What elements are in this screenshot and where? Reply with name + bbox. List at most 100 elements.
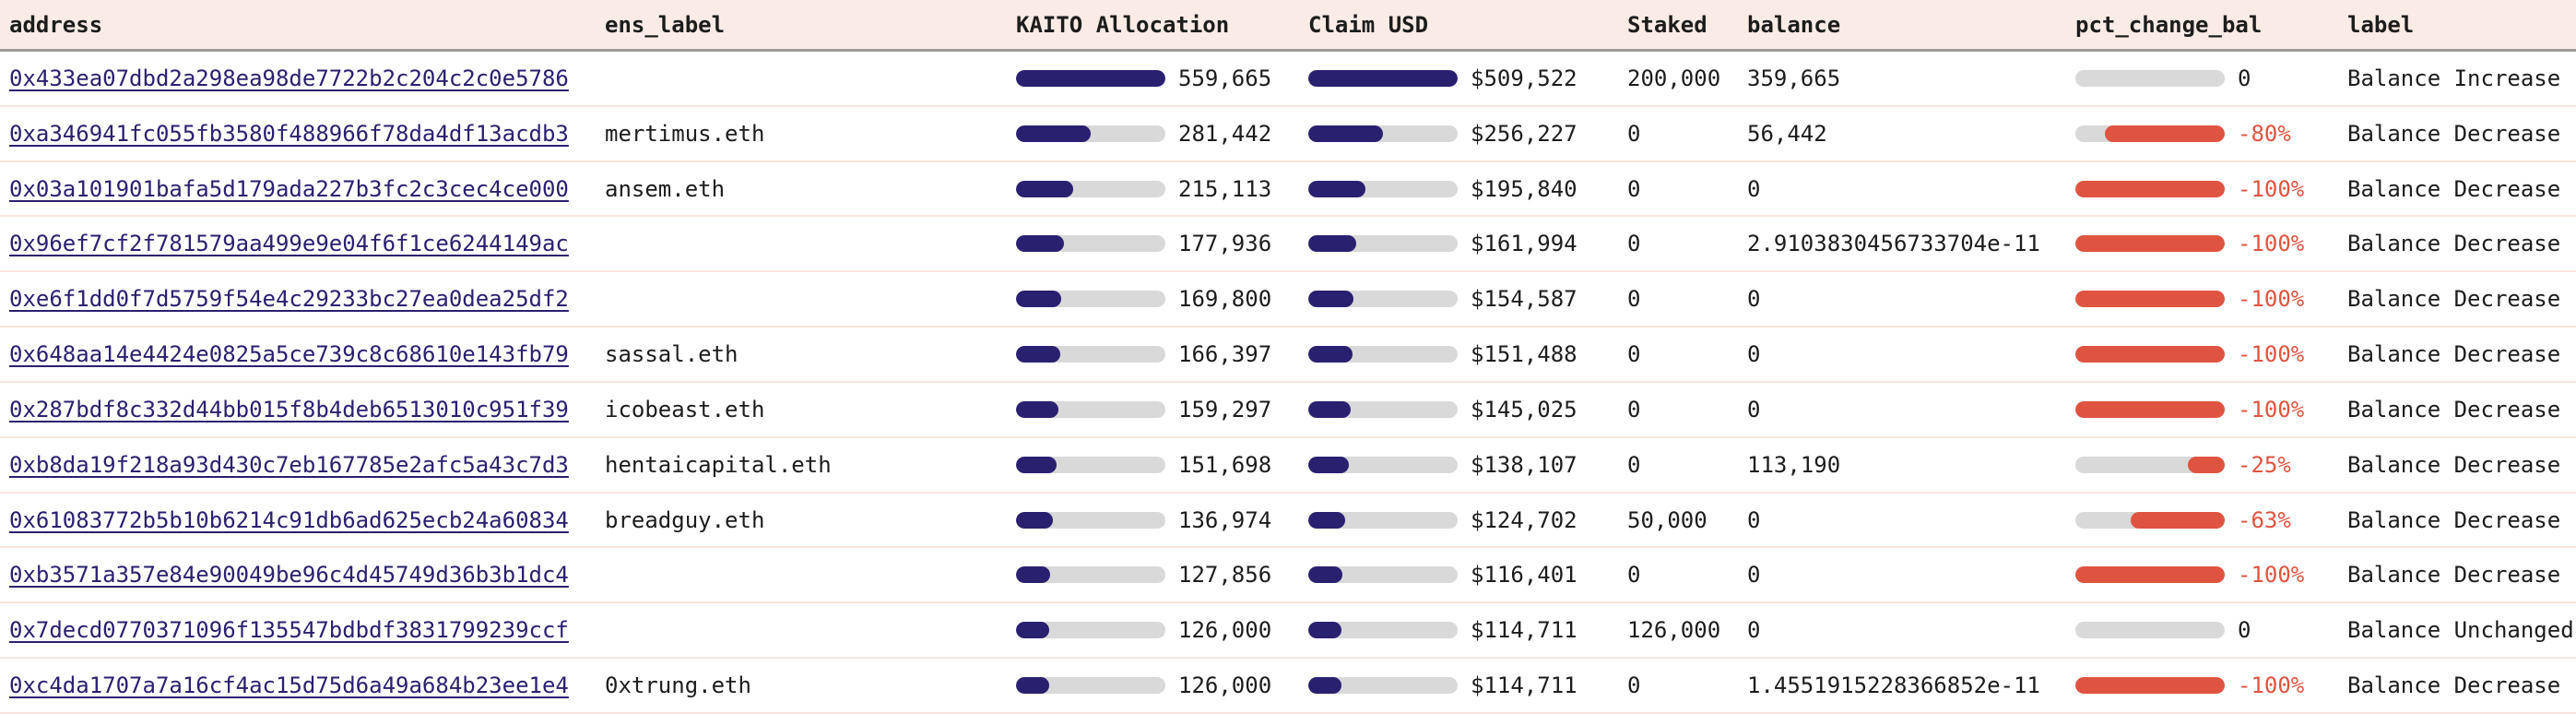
balance-value: 2.9103830456733704e-11 <box>1747 231 2040 257</box>
claim-usd-value: $124,702 <box>1471 506 1578 533</box>
row-label: Balance Unchanged <box>2347 617 2574 644</box>
claim-usd-bar <box>1308 69 1458 87</box>
kaito-allocation-fill <box>1016 125 1092 142</box>
pct-change-bar <box>2075 180 2225 197</box>
address-link[interactable]: 0x03a101901bafa5d179ada227b3fc2c3cec4ce0… <box>9 175 569 202</box>
table-row: 0xb3571a357e84e90049be96c4d45749d36b3b1d… <box>0 548 2576 604</box>
pct-change-value: 0 <box>2238 65 2251 91</box>
claim-usd-value: $145,025 <box>1471 396 1578 422</box>
pct-change-fill <box>2075 566 2225 584</box>
address-link[interactable]: 0xe6f1dd0f7d5759f54e4c29233bc27ea0dea25d… <box>9 286 569 313</box>
kaito-allocation-fill <box>1016 456 1057 473</box>
staked-value: 0 <box>1627 672 1641 699</box>
kaito-allocation-fill <box>1016 511 1053 529</box>
pct-change-value: -100% <box>2238 175 2305 202</box>
kaito-allocation-bar <box>1016 235 1165 253</box>
kaito-allocation-value: 126,000 <box>1178 672 1272 699</box>
staked-value: 0 <box>1627 341 1641 368</box>
column-header-balance: balance <box>1747 11 1841 38</box>
staked-value: 0 <box>1627 396 1641 422</box>
address-link[interactable]: 0xb8da19f218a93d430c7eb167785e2afc5a43c7… <box>9 451 569 478</box>
address-link[interactable]: 0x648aa14e4424e0825a5ce739c8c68610e143fb… <box>9 341 569 368</box>
claim-usd-bar <box>1308 346 1458 363</box>
claim-usd-value: $138,107 <box>1471 451 1578 478</box>
table-row: 0x7decd0770371096f135547bdbdf3831799239c… <box>0 603 2576 660</box>
pct-change-value: -63% <box>2238 506 2291 533</box>
pct-change-fill <box>2075 180 2225 197</box>
address-link[interactable]: 0xc4da1707a7a16cf4ac15d75d6a49a684b23ee1… <box>9 672 569 699</box>
staked-value: 200,000 <box>1627 65 1721 91</box>
table-body: 0x433ea07dbd2a298ea98de7722b2c204c2c0e57… <box>0 52 2576 714</box>
kaito-allocation-fill <box>1016 346 1061 363</box>
staked-value: 0 <box>1627 175 1641 202</box>
balance-value: 0 <box>1747 562 1761 589</box>
balance-value: 0 <box>1747 341 1761 368</box>
address-link[interactable]: 0xb3571a357e84e90049be96c4d45749d36b3b1d… <box>9 562 569 589</box>
claim-usd-bar <box>1308 566 1458 584</box>
kaito-allocation-fill <box>1016 677 1050 695</box>
balance-value: 359,665 <box>1747 65 1841 91</box>
column-header-staked: Staked <box>1627 11 1707 38</box>
address-link[interactable]: 0x7decd0770371096f135547bdbdf3831799239c… <box>9 617 569 644</box>
address-link[interactable]: 0x287bdf8c332d44bb015f8b4deb6513010c951f… <box>9 396 569 422</box>
claim-usd-bar <box>1308 180 1458 197</box>
row-label: Balance Decrease <box>2347 120 2561 147</box>
pct-change-bar <box>2075 511 2225 529</box>
column-header-label: label <box>2347 11 2415 38</box>
claim-usd-value: $256,227 <box>1471 120 1578 147</box>
claim-usd-bar <box>1308 400 1458 418</box>
ens-label: hentaicapital.eth <box>605 451 832 478</box>
claim-usd-bar <box>1308 235 1458 253</box>
claim-usd-fill <box>1308 400 1352 418</box>
pct-change-value: -100% <box>2238 562 2305 589</box>
balance-value: 0 <box>1747 617 1761 644</box>
pct-change-bar <box>2075 400 2225 418</box>
table-row: 0xb8da19f218a93d430c7eb167785e2afc5a43c7… <box>0 437 2576 494</box>
claim-usd-fill <box>1308 69 1458 87</box>
pct-change-fill <box>2075 235 2225 253</box>
claim-usd-fill <box>1308 125 1384 142</box>
balance-value: 0 <box>1747 286 1761 313</box>
row-label: Balance Decrease <box>2347 175 2561 202</box>
claim-usd-value: $151,488 <box>1471 341 1578 368</box>
claim-usd-fill <box>1308 346 1353 363</box>
column-header-kaito-allocation: KAITO Allocation <box>1016 11 1230 38</box>
staked-value: 0 <box>1627 286 1641 313</box>
claim-usd-value: $114,711 <box>1471 617 1578 644</box>
kaito-allocation-value: 126,000 <box>1178 617 1272 644</box>
table-row: 0x287bdf8c332d44bb015f8b4deb6513010c951f… <box>0 382 2576 438</box>
kaito-allocation-value: 166,397 <box>1178 341 1272 368</box>
claim-usd-fill <box>1308 511 1345 529</box>
kaito-allocation-bar <box>1016 346 1165 363</box>
row-label: Balance Decrease <box>2347 396 2561 422</box>
staked-value: 0 <box>1627 120 1641 147</box>
pct-change-bar <box>2075 235 2225 253</box>
claim-usd-value: $114,711 <box>1471 672 1578 699</box>
ens-label: sassal.eth <box>605 341 739 368</box>
row-label: Balance Decrease <box>2347 451 2561 478</box>
table-row: 0xa346941fc055fb3580f488966f78da4df13acd… <box>0 106 2576 162</box>
pct-change-fill <box>2075 346 2225 363</box>
address-link[interactable]: 0x96ef7cf2f781579aa499e9e04f6f1ce6244149… <box>9 231 569 257</box>
claim-usd-bar <box>1308 511 1458 529</box>
claim-usd-value: $195,840 <box>1471 175 1578 202</box>
pct-change-value: -25% <box>2238 451 2291 478</box>
column-header-claim-usd: Claim USD <box>1308 11 1429 38</box>
address-link[interactable]: 0x433ea07dbd2a298ea98de7722b2c204c2c0e57… <box>9 65 569 91</box>
pct-change-bar <box>2075 291 2225 308</box>
table-row: 0xe6f1dd0f7d5759f54e4c29233bc27ea0dea25d… <box>0 272 2576 328</box>
address-link[interactable]: 0xa346941fc055fb3580f488966f78da4df13acd… <box>9 120 569 147</box>
pct-change-fill <box>2075 291 2225 308</box>
claim-usd-fill <box>1308 566 1342 584</box>
ens-label: mertimus.eth <box>605 120 765 147</box>
pct-change-value: -80% <box>2238 120 2291 147</box>
pct-change-bar <box>2075 622 2225 639</box>
column-header-address: address <box>9 11 103 38</box>
pct-change-value: -100% <box>2238 286 2305 313</box>
kaito-allocation-fill <box>1016 291 1062 308</box>
claim-usd-bar <box>1308 622 1458 639</box>
address-link[interactable]: 0x61083772b5b10b6214c91db6ad625ecb24a608… <box>9 506 569 533</box>
claim-usd-value: $116,401 <box>1471 562 1578 589</box>
ens-label: 0xtrung.eth <box>605 672 751 699</box>
kaito-allocation-fill <box>1016 235 1064 253</box>
